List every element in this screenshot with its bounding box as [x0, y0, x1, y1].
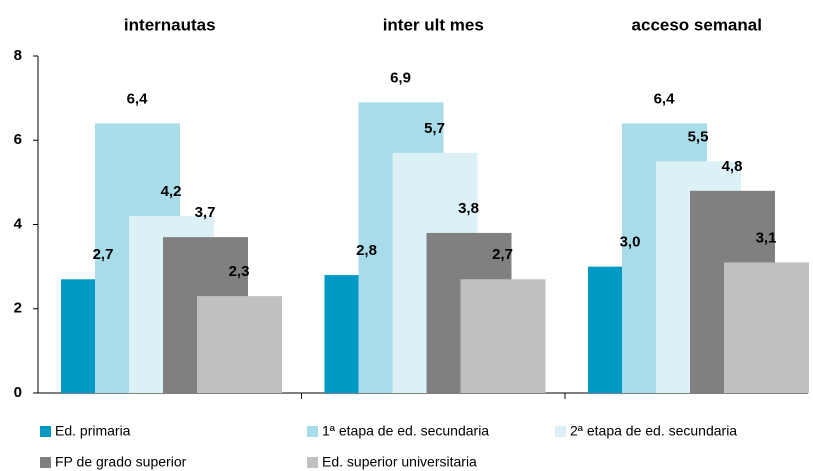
legend-swatch [555, 426, 566, 437]
bar [724, 262, 809, 393]
y-tick-label: 6 [14, 131, 22, 148]
y-tick-label: 0 [14, 384, 22, 401]
legend-label: 1ª etapa de ed. secundaria [322, 423, 489, 439]
value-label: 6,4 [127, 90, 149, 107]
category-label: acceso semanal [632, 15, 762, 34]
value-label: 3,7 [195, 204, 216, 221]
value-label: 6,9 [390, 69, 411, 86]
y-tick-label: 2 [14, 300, 22, 317]
value-label: 3,0 [620, 234, 641, 251]
value-label: 2,7 [93, 246, 114, 263]
value-label: 4,8 [722, 158, 743, 175]
y-tick-label: 8 [14, 47, 22, 64]
value-label: 2,7 [492, 246, 513, 263]
y-tick-label: 4 [14, 215, 23, 232]
value-label: 6,4 [654, 90, 676, 107]
value-label: 2,8 [356, 242, 377, 259]
legend-label: Ed. primaria [55, 423, 131, 439]
category-label: internautas [124, 15, 216, 34]
legend-swatch [40, 457, 51, 468]
value-label: 2,3 [229, 263, 250, 280]
legend-label: FP de grado superior [55, 454, 187, 470]
bar [460, 279, 546, 393]
value-label: 5,5 [688, 128, 709, 145]
legend-label: Ed. superior universitaria [322, 454, 477, 470]
value-label: 5,7 [424, 120, 445, 137]
legend-swatch [307, 426, 318, 437]
category-label: inter ult mes [383, 15, 484, 34]
value-label: 4,2 [161, 183, 182, 200]
value-label: 3,1 [756, 229, 777, 246]
legend-swatch [40, 426, 51, 437]
value-label: 3,8 [458, 200, 479, 217]
legend-label: 2ª etapa de ed. secundaria [570, 423, 737, 439]
bar [197, 296, 282, 393]
legend-swatch [307, 457, 318, 468]
